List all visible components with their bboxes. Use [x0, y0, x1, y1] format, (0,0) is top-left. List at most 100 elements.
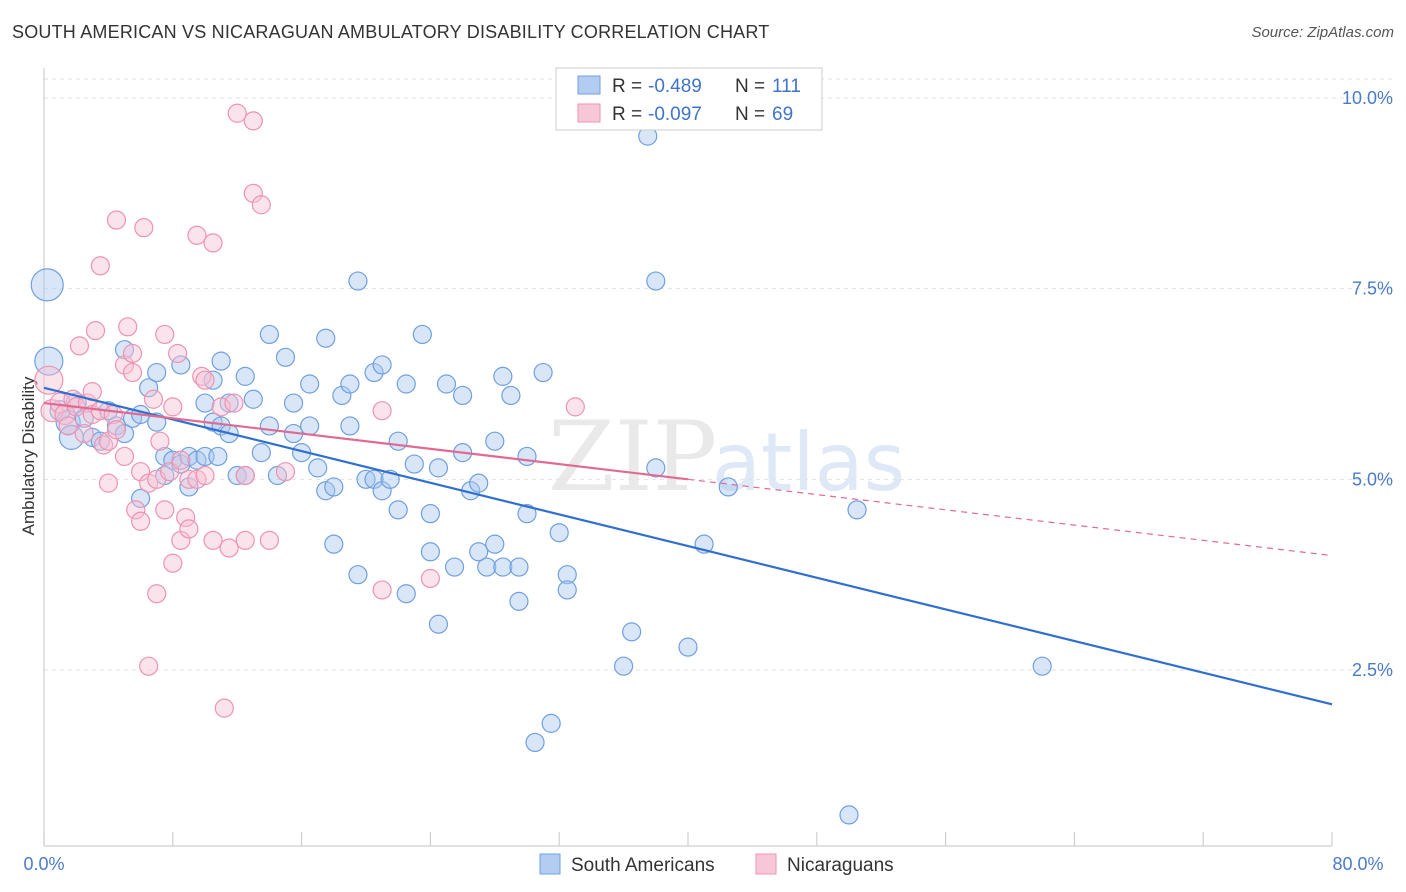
- data-point: [235, 465, 255, 486]
- data-point: [283, 393, 304, 413]
- data-point: [171, 530, 191, 550]
- data-point: [372, 401, 392, 421]
- data-point: [308, 458, 328, 478]
- data-point: [388, 500, 408, 520]
- data-point: [155, 500, 175, 520]
- data-point: [159, 462, 180, 482]
- data-point: [340, 374, 360, 394]
- data-point: [131, 462, 151, 482]
- data-point: [114, 355, 135, 375]
- data-point: [1032, 656, 1052, 676]
- legend-r-label-2: R =: [612, 104, 642, 125]
- data-point: [203, 370, 223, 390]
- data-point: [224, 393, 244, 413]
- data-point: [122, 362, 143, 383]
- x-tick-label-min: 0.0%: [23, 854, 64, 874]
- data-point: [404, 454, 424, 474]
- data-point: [718, 477, 738, 497]
- data-point: [324, 534, 344, 554]
- data-point: [420, 542, 440, 562]
- data-point: [122, 343, 143, 364]
- data-point: [275, 462, 296, 482]
- trend-layer: [43, 386, 1333, 706]
- data-point: [340, 416, 360, 436]
- data-point: [469, 542, 489, 562]
- x-tick-label-max: 80.0%: [1332, 854, 1383, 874]
- data-point: [493, 557, 513, 577]
- data-point: [501, 385, 521, 406]
- data-point: [388, 431, 408, 451]
- data-point: [139, 378, 159, 398]
- data-point: [259, 416, 279, 436]
- data-point: [243, 183, 263, 203]
- legend-swatch-south-americans: [577, 75, 601, 95]
- y-tick-label: 5.0%: [1352, 469, 1393, 489]
- data-point: [332, 385, 352, 406]
- data-point: [30, 268, 64, 302]
- data-point: [98, 473, 119, 493]
- data-point: [493, 366, 513, 386]
- data-point: [364, 362, 384, 383]
- data-point: [485, 534, 505, 554]
- legend-swatch-nicaraguans: [577, 103, 601, 123]
- data-point: [195, 393, 215, 413]
- data-point: [557, 565, 577, 585]
- legend-r-value-1: -0.489: [648, 76, 702, 97]
- data-point: [195, 370, 215, 390]
- y-tick-labels: 2.5% 5.0% 7.5% 10.0%: [1342, 88, 1393, 680]
- data-point: [171, 450, 191, 470]
- data-point: [69, 336, 90, 356]
- data-point: [251, 443, 271, 463]
- data-point: [259, 530, 279, 550]
- data-point: [163, 553, 183, 573]
- data-point: [316, 328, 336, 348]
- data-point: [171, 355, 191, 375]
- data-point: [646, 458, 666, 478]
- data-point: [227, 103, 247, 123]
- data-point: [372, 580, 392, 600]
- data-point: [147, 584, 167, 604]
- data-point: [155, 324, 175, 345]
- data-point: [613, 656, 634, 676]
- data-point: [179, 477, 199, 497]
- data-point: [74, 423, 94, 444]
- data-point: [219, 538, 239, 558]
- data-point: [372, 481, 392, 501]
- data-point: [176, 507, 196, 528]
- data-point: [143, 389, 164, 409]
- data-point: [324, 477, 344, 497]
- data-point: [622, 622, 642, 642]
- data-point: [300, 416, 320, 436]
- data-point: [214, 698, 234, 718]
- watermark-zip: ZIP: [548, 401, 717, 513]
- data-point: [533, 362, 553, 383]
- data-point: [187, 225, 207, 245]
- data-point: [203, 233, 223, 253]
- data-point: [444, 557, 465, 577]
- data-point: [839, 805, 859, 825]
- data-point: [300, 374, 320, 394]
- legend-r-label-1: R =: [612, 76, 642, 97]
- data-point: [646, 271, 666, 291]
- data-point: [847, 500, 867, 520]
- data-point: [436, 374, 457, 394]
- series-legend: South Americans Nicaraguans: [539, 853, 894, 876]
- data-point: [134, 218, 154, 238]
- data-point: [420, 568, 440, 589]
- data-point: [259, 324, 279, 345]
- data-point: [396, 374, 416, 394]
- data-point: [106, 420, 127, 440]
- data-point: [557, 580, 577, 600]
- data-point: [195, 465, 215, 486]
- y-tick-label: 2.5%: [1352, 660, 1393, 680]
- data-point: [678, 637, 698, 657]
- data-point: [203, 530, 223, 550]
- bottom-legend-label-south-americans: South Americans: [571, 855, 715, 876]
- legend-n-value-2: 69: [772, 104, 793, 125]
- data-point: [372, 355, 392, 375]
- data-point: [275, 347, 296, 367]
- data-point: [126, 500, 146, 520]
- data-point: [469, 473, 489, 493]
- data-point: [114, 446, 135, 467]
- trend-line-nicaraguans-extrapolated: [687, 478, 1333, 557]
